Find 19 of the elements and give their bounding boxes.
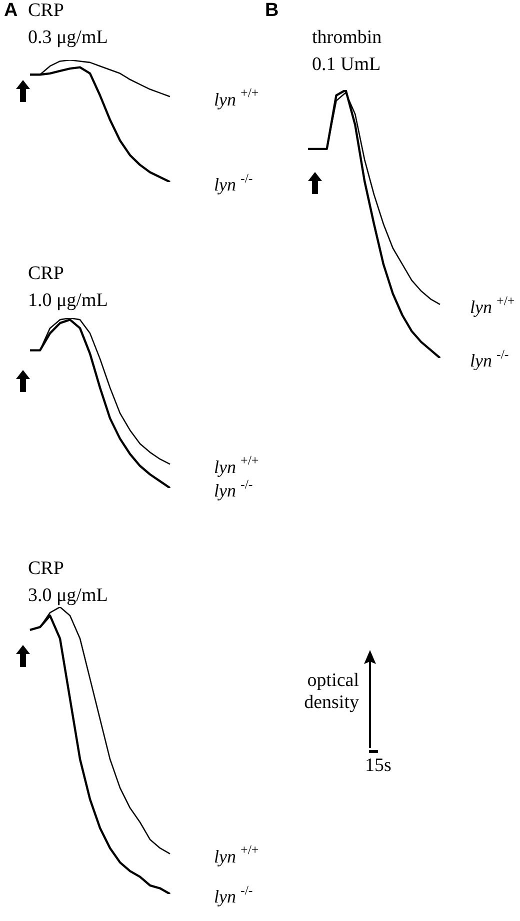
text: A: [4, 0, 18, 22]
text: lyn -/-: [214, 882, 253, 907]
text: 15s: [365, 755, 392, 777]
series-label: lyn +/+: [470, 292, 515, 318]
chart-subtitle: 3.0 μg/mL: [28, 584, 108, 608]
chart-title: CRP: [28, 557, 65, 581]
text: lyn -/-: [214, 476, 253, 501]
chart-title: CRP: [28, 262, 65, 286]
chart-subtitle: 1.0 μg/mL: [28, 289, 108, 313]
text: lyn +/+: [214, 452, 259, 477]
chart-title: CRP: [28, 0, 65, 23]
chart-subtitle: 0.1 UmL: [312, 53, 382, 77]
text: B: [265, 0, 279, 22]
text: lyn +/+: [214, 85, 259, 110]
text: lyn +/+: [214, 842, 259, 867]
chart-subtitle: 0.3 μg/mL: [28, 26, 108, 50]
text: lyn -/-: [214, 170, 253, 195]
chart-title: thrombin: [312, 26, 382, 50]
text: optical density: [303, 670, 359, 714]
